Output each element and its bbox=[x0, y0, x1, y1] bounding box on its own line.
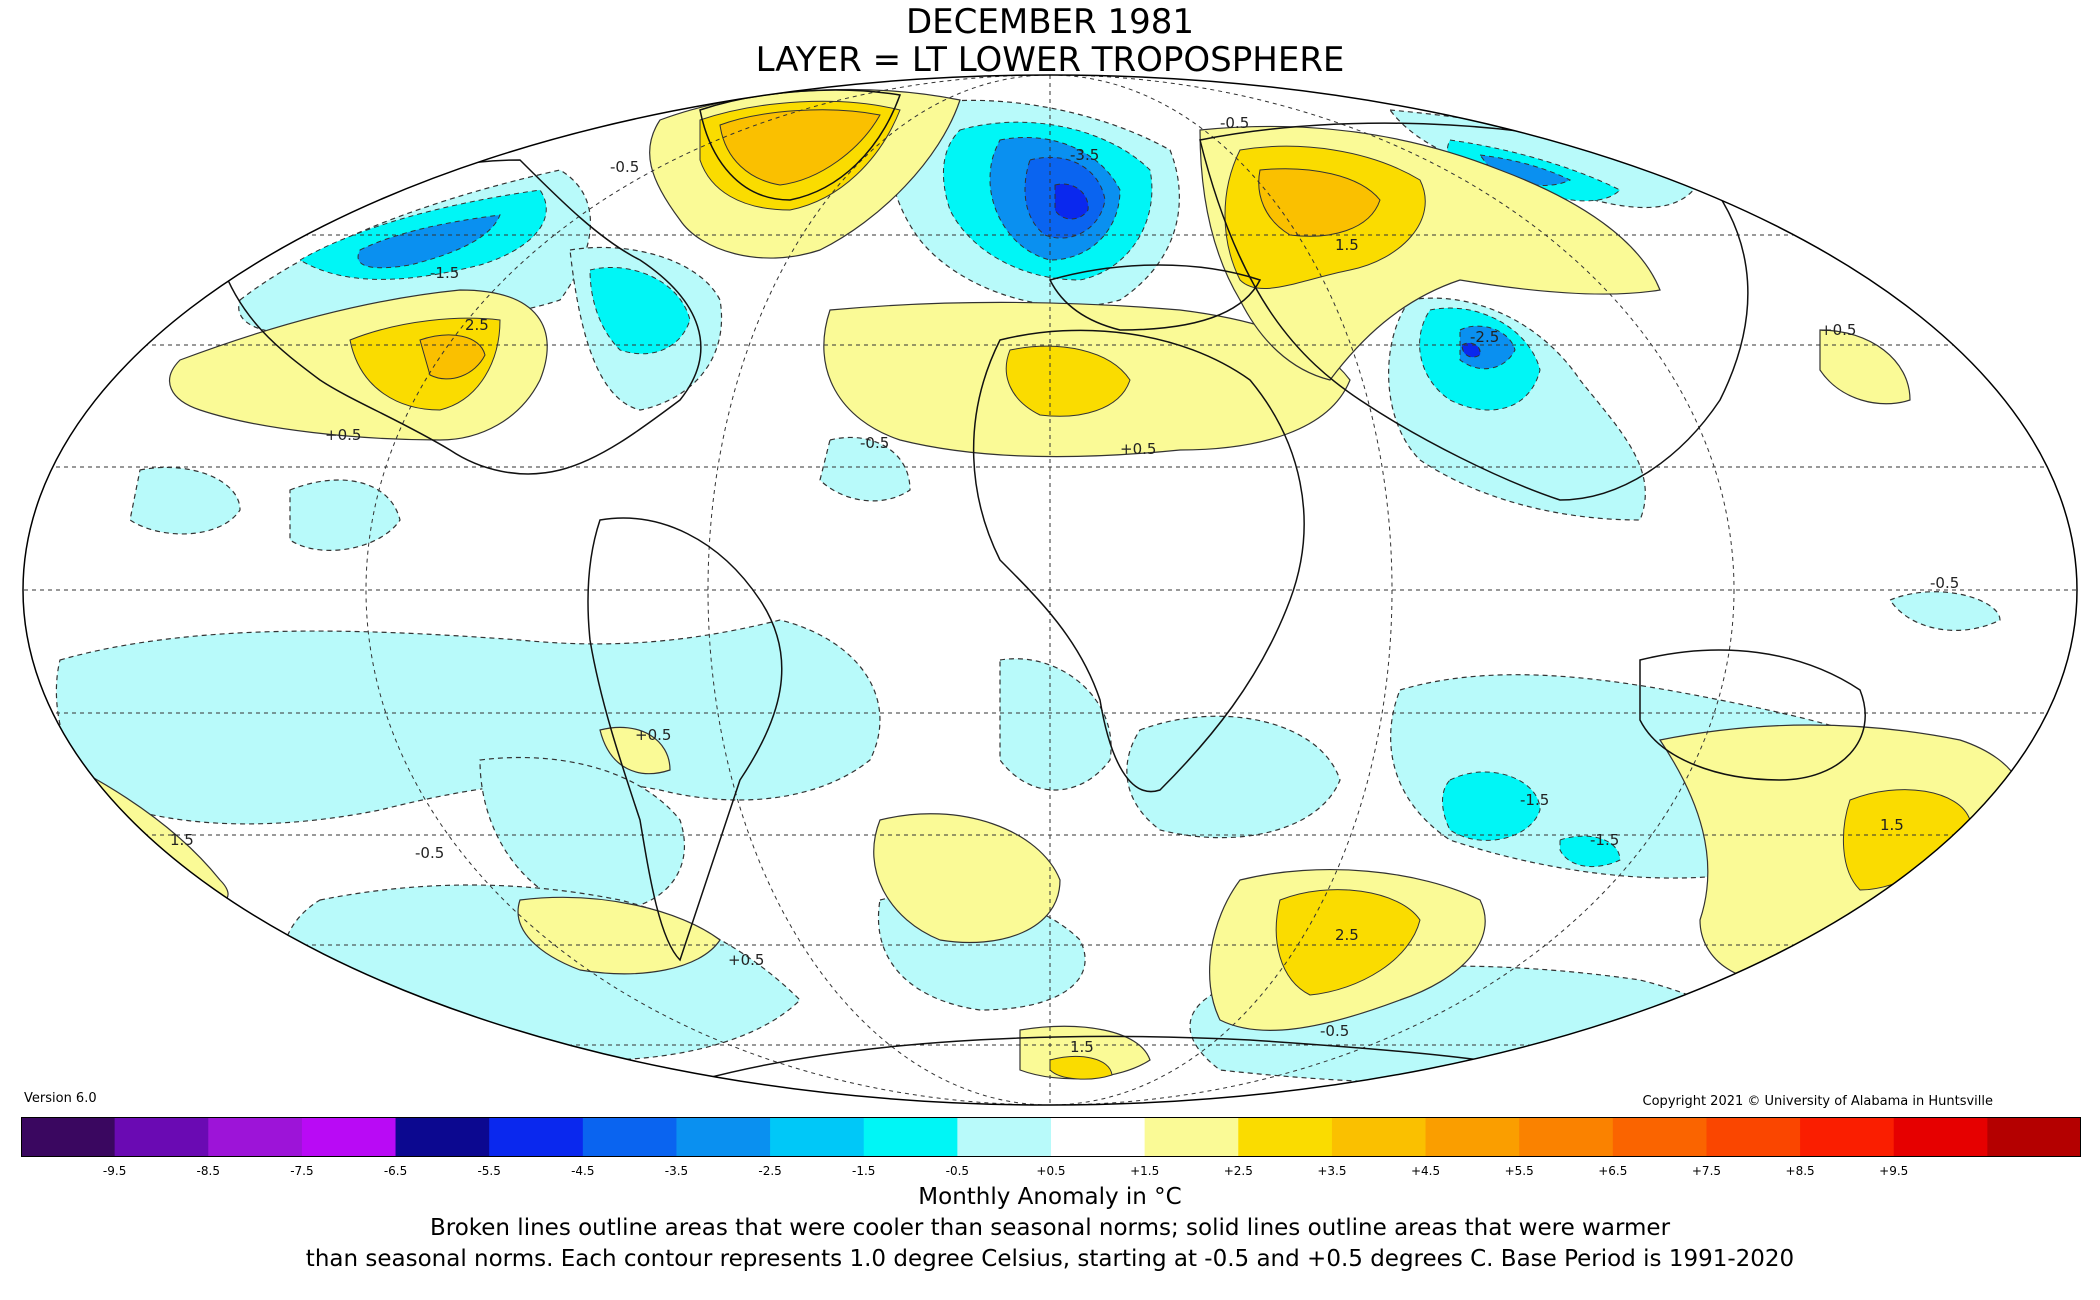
map-subtitle: LAYER = LT LOWER TROPOSPHERE bbox=[755, 40, 1345, 80]
contour-label: -0.5 bbox=[1220, 114, 1249, 132]
colorbar-ticks: -9.5 -8.5 -7.5 -6.5 -5.5 -4.5 -3.5 -2.5 -1.5 -0.5… bbox=[103, 1164, 1908, 1178]
colorbar-tick-label: +7.5 bbox=[1692, 1164, 1721, 1178]
map-fill-layer bbox=[23, 75, 2077, 1105]
warm-region-south-pacific bbox=[873, 813, 1061, 944]
colorbar-tick-label: +6.5 bbox=[1598, 1164, 1627, 1178]
contour-label: +0.5 bbox=[728, 951, 764, 969]
colorbar-tick-label: +0.5 bbox=[1036, 1164, 1065, 1178]
colorbar: -9.5 -8.5 -7.5 -6.5 -5.5 -4.5 -3.5 -2.5 -1.5 -0.5… bbox=[21, 1117, 2081, 1178]
colorbar-tick-label: +5.5 bbox=[1505, 1164, 1534, 1178]
colorbar-cell bbox=[1331, 1117, 1427, 1157]
contour-label: 1.5 bbox=[1335, 236, 1359, 254]
colorbar-cell bbox=[1893, 1117, 1988, 1157]
colorbar-tick-label: +4.5 bbox=[1411, 1164, 1440, 1178]
map-border bbox=[22, 74, 2078, 1106]
colorbar-tick-label: -4.5 bbox=[571, 1164, 594, 1178]
colorbar-cell bbox=[301, 1117, 397, 1157]
contour-labels: -0.5 -0.5 -0.5 -0.5 -0.5 -0.5 +0.5 +0.5 … bbox=[170, 114, 1959, 1056]
colorbar-cell bbox=[21, 1117, 116, 1157]
map-title: DECEMBER 1981 bbox=[906, 2, 1194, 42]
contour-label: 2.5 bbox=[1335, 926, 1359, 944]
colorbar-tick-label: -0.5 bbox=[946, 1164, 969, 1178]
colorbar-cell bbox=[489, 1117, 584, 1157]
colorbar-cell bbox=[957, 1117, 1052, 1157]
contour-label: 1.5 bbox=[1880, 816, 1904, 834]
colorbar-cell bbox=[1519, 1117, 1614, 1157]
colorbar-tick-label: +1.5 bbox=[1130, 1164, 1159, 1178]
colorbar-cells bbox=[21, 1117, 2081, 1157]
colorbar-border bbox=[21, 1117, 2081, 1157]
contour-label: -0.5 bbox=[1930, 574, 1959, 592]
cool-region-south-pacific bbox=[55, 619, 881, 825]
colorbar-cell bbox=[1987, 1117, 2081, 1157]
colorbar-tick-label: -5.5 bbox=[477, 1164, 500, 1178]
south-america-outline bbox=[587, 517, 783, 962]
colorbar-cell bbox=[1800, 1117, 1895, 1157]
contour-label: +0.5 bbox=[1820, 321, 1856, 339]
colorbar-tick-label: -2.5 bbox=[758, 1164, 781, 1178]
cool-region-south-atlantic bbox=[1126, 715, 1341, 839]
colorbar-cell bbox=[208, 1117, 303, 1157]
contour-label: -3.5 bbox=[1070, 146, 1099, 164]
colorbar-cell bbox=[1144, 1117, 1239, 1157]
contour-label: +0.5 bbox=[1120, 440, 1156, 458]
colorbar-cell bbox=[1706, 1117, 1801, 1157]
contour-label: -0.5 bbox=[610, 158, 639, 176]
contour-label: +0.5 bbox=[325, 426, 361, 444]
contour-label: -1.5 bbox=[1590, 831, 1619, 849]
caption-line-2: than seasonal norms. Each contour repres… bbox=[305, 1246, 1795, 1272]
contour-label: -0.5 bbox=[860, 434, 889, 452]
colorbar-cell bbox=[582, 1117, 677, 1157]
colorbar-cell bbox=[1425, 1117, 1520, 1157]
copyright-label: Copyright 2021 © University of Alabama i… bbox=[1642, 1094, 1993, 1109]
colorbar-cell bbox=[1612, 1117, 1707, 1157]
version-label: Version 6.0 bbox=[24, 1091, 97, 1106]
anomaly-map: -0.5 -0.5 -0.5 -0.5 -0.5 -0.5 +0.5 +0.5 … bbox=[22, 74, 2078, 1106]
contour-label: -1.5 bbox=[430, 264, 459, 282]
colorbar-cell bbox=[114, 1117, 209, 1157]
colorbar-tick-label: -7.5 bbox=[290, 1164, 313, 1178]
europe-outline bbox=[1048, 264, 1262, 331]
north-america-outline bbox=[219, 159, 702, 475]
cool-region-siberia bbox=[1388, 109, 1701, 208]
contour-label: -0.5 bbox=[1320, 1022, 1349, 1040]
colorbar-tick-label: -1.5 bbox=[852, 1164, 875, 1178]
contour-label: 2.5 bbox=[465, 316, 489, 334]
colorbar-tick-label: +3.5 bbox=[1317, 1164, 1346, 1178]
colorbar-cell bbox=[395, 1117, 490, 1157]
colorbar-label: Monthly Anomaly in °C bbox=[918, 1184, 1182, 1210]
colorbar-tick-label: +9.5 bbox=[1879, 1164, 1908, 1178]
colorbar-cell bbox=[770, 1117, 865, 1157]
warm-region-australia-ocean bbox=[1659, 724, 2025, 983]
colorbar-cell bbox=[676, 1117, 771, 1157]
cool-region-north-pacific bbox=[129, 466, 241, 535]
contour-label: -2.5 bbox=[1470, 328, 1499, 346]
africa-outline bbox=[972, 329, 1305, 793]
colorbar-cell bbox=[863, 1117, 958, 1157]
contour-label: 1.5 bbox=[1070, 1038, 1094, 1056]
contour-label: +0.5 bbox=[635, 726, 671, 744]
contour-label: -0.5 bbox=[415, 844, 444, 862]
colorbar-tick-label: -8.5 bbox=[197, 1164, 220, 1178]
colorbar-tick-label: -9.5 bbox=[103, 1164, 126, 1178]
colorbar-tick-label: +8.5 bbox=[1786, 1164, 1815, 1178]
contour-label: -1.5 bbox=[1520, 791, 1549, 809]
australia-outline bbox=[1639, 649, 1866, 781]
colorbar-tick-label: -3.5 bbox=[665, 1164, 688, 1178]
colorbar-cell bbox=[1051, 1117, 1146, 1157]
colorbar-cell bbox=[1238, 1117, 1333, 1157]
colorbar-tick-label: -6.5 bbox=[384, 1164, 407, 1178]
caption-line-1: Broken lines outline areas that were coo… bbox=[429, 1215, 1671, 1241]
colorbar-tick-label: +2.5 bbox=[1224, 1164, 1253, 1178]
contour-label: 1.5 bbox=[170, 831, 194, 849]
graticule bbox=[23, 75, 2077, 1105]
